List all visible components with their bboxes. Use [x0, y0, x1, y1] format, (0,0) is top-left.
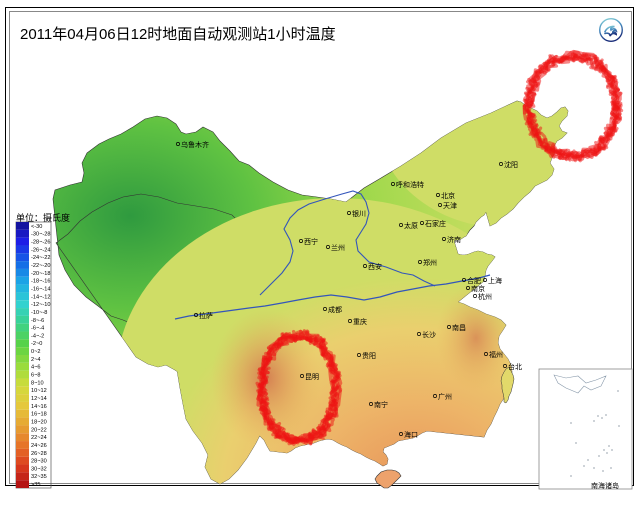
svg-text:南昌: 南昌	[452, 323, 466, 332]
svg-text:济南: 济南	[447, 235, 461, 244]
svg-text:台北: 台北	[508, 362, 522, 371]
svg-text:-2~0: -2~0	[31, 341, 42, 347]
svg-text:14~16: 14~16	[31, 404, 47, 410]
svg-text:乌鲁木齐: 乌鲁木齐	[181, 140, 209, 149]
svg-text:-12~-10: -12~-10	[31, 302, 50, 308]
svg-text:-28~-26: -28~-26	[31, 240, 50, 246]
svg-text:12~14: 12~14	[31, 396, 47, 402]
svg-text:-24~-22: -24~-22	[31, 255, 50, 261]
svg-text:郑州: 郑州	[423, 259, 437, 267]
svg-text:杭州: 杭州	[478, 292, 492, 301]
svg-text:4~6: 4~6	[31, 365, 41, 371]
svg-text:银川: 银川	[352, 209, 366, 218]
svg-text:南宁: 南宁	[374, 400, 388, 409]
svg-text:太原: 太原	[404, 221, 418, 230]
svg-text:西安: 西安	[368, 262, 382, 271]
svg-text:28~30: 28~30	[31, 459, 47, 465]
svg-text:>35: >35	[31, 482, 41, 488]
svg-text:-16~-14: -16~-14	[31, 286, 50, 292]
svg-text:北京: 北京	[441, 191, 455, 200]
svg-text:-18~-16: -18~-16	[31, 279, 50, 285]
svg-text:24~26: 24~26	[31, 443, 47, 449]
svg-text:10~12: 10~12	[31, 388, 47, 394]
svg-text:-10~-8: -10~-8	[31, 310, 47, 316]
svg-text:长沙: 长沙	[422, 330, 436, 339]
svg-text:-4~-2: -4~-2	[31, 333, 44, 339]
svg-text:兰州: 兰州	[331, 243, 345, 252]
svg-text:0~2: 0~2	[31, 349, 41, 355]
svg-text:20~22: 20~22	[31, 427, 47, 433]
svg-text:石家庄: 石家庄	[425, 219, 446, 228]
svg-text:成都: 成都	[328, 305, 342, 314]
svg-text:沈阳: 沈阳	[504, 160, 518, 169]
svg-text:福州: 福州	[489, 350, 503, 359]
svg-text:贵阳: 贵阳	[362, 351, 376, 360]
svg-text:天津: 天津	[443, 202, 457, 210]
svg-text:西宁: 西宁	[304, 237, 318, 246]
svg-text:30~32: 30~32	[31, 466, 47, 472]
svg-text:南海诸岛: 南海诸岛	[591, 481, 619, 490]
svg-text:广州: 广州	[438, 392, 452, 401]
svg-text:-8~-6: -8~-6	[31, 318, 44, 324]
svg-text:合肥: 合肥	[467, 276, 481, 285]
svg-text:重庆: 重庆	[353, 317, 367, 326]
svg-text:8~10: 8~10	[31, 380, 44, 386]
svg-text:18~20: 18~20	[31, 419, 47, 425]
svg-text:6~8: 6~8	[31, 373, 41, 379]
svg-text:22~24: 22~24	[31, 435, 47, 441]
svg-text:南京: 南京	[471, 284, 485, 293]
svg-text:昆明: 昆明	[305, 373, 319, 381]
svg-text:<-30: <-30	[31, 224, 42, 230]
svg-text:26~28: 26~28	[31, 451, 47, 457]
svg-text:呼和浩特: 呼和浩特	[396, 180, 424, 189]
svg-text:32~35: 32~35	[31, 474, 47, 480]
svg-text:-26~-24: -26~-24	[31, 247, 50, 253]
svg-text:16~18: 16~18	[31, 412, 47, 418]
svg-text:-20~-18: -20~-18	[31, 271, 50, 277]
svg-text:2~4: 2~4	[31, 357, 41, 363]
svg-text:-6~-4: -6~-4	[31, 326, 44, 332]
svg-text:-14~-12: -14~-12	[31, 294, 50, 300]
svg-text:单位：摄氏度: 单位：摄氏度	[16, 212, 70, 223]
svg-text:拉萨: 拉萨	[199, 311, 213, 320]
svg-text:海口: 海口	[404, 430, 418, 439]
svg-text:上海: 上海	[488, 276, 502, 285]
svg-text:-30~-28: -30~-28	[31, 232, 50, 238]
svg-text:-22~-20: -22~-20	[31, 263, 50, 269]
